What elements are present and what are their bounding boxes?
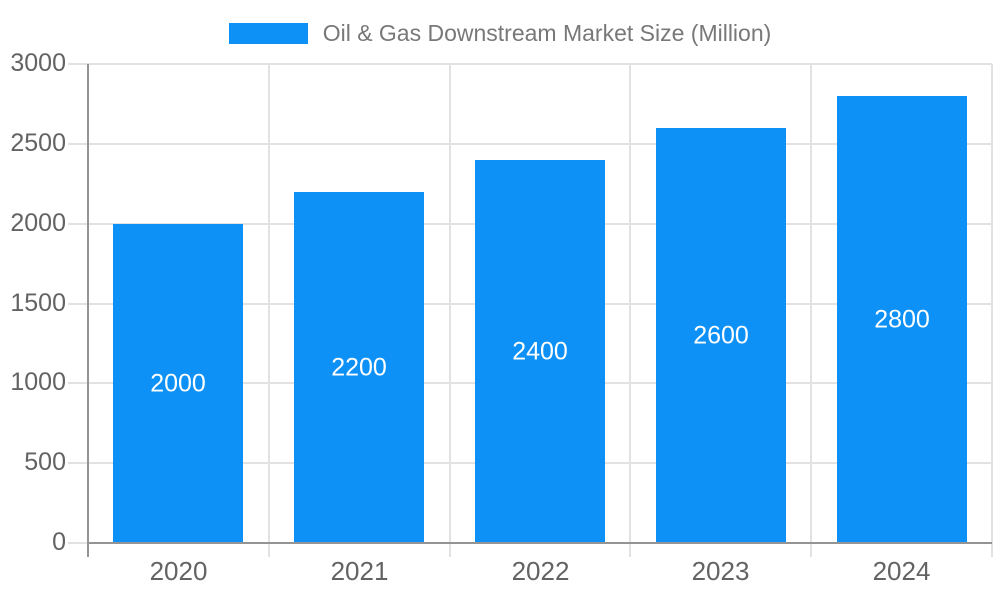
y-axis-tick-label: 2500 (10, 129, 66, 157)
bar-value-label: 2800 (874, 305, 930, 333)
y-tick-2000 (68, 223, 88, 225)
x-axis-label-2020: 2020 (149, 556, 208, 586)
chart-title: Oil & Gas Downstream Market Size (Millio… (322, 20, 772, 46)
y-tick-3000 (68, 63, 88, 65)
y-tick-1000 (68, 382, 88, 384)
y-gridline-3000 (88, 63, 992, 65)
bar-value-label: 2000 (150, 369, 206, 397)
x-axis-label-2022: 2022 (511, 556, 570, 586)
x-axis-label-2021: 2021 (330, 556, 389, 586)
y-tick-1500 (68, 303, 88, 305)
y-tick-0 (68, 542, 88, 544)
x-gridline-3 (629, 64, 631, 557)
chart-legend: Oil & Gas Downstream Market Size (Millio… (0, 20, 1000, 46)
x-axis-label-2024: 2024 (872, 556, 931, 586)
y-axis-tick-label: 500 (24, 448, 66, 476)
bar-value-label: 2200 (331, 353, 387, 381)
y-axis-tick-label: 0 (52, 528, 66, 556)
bar-2024[interactable]: 2800 (837, 96, 967, 543)
y-tick-2500 (68, 143, 88, 145)
bar-2023[interactable]: 2600 (656, 128, 786, 543)
legend-color-swatch (228, 22, 308, 44)
y-axis-tick-label: 1000 (10, 368, 66, 396)
x-axis-line (88, 542, 992, 544)
bar-value-label: 2400 (512, 337, 568, 365)
y-axis-tick-label: 1500 (10, 289, 66, 317)
plot-right-border (991, 64, 993, 557)
y-axis-line (87, 64, 89, 557)
bar-2022[interactable]: 2400 (475, 160, 605, 543)
bar-value-label: 2600 (693, 321, 749, 349)
x-gridline-1 (268, 64, 270, 557)
y-tick-500 (68, 462, 88, 464)
x-gridline-2 (449, 64, 451, 557)
y-axis-tick-label: 2000 (10, 209, 66, 237)
bar-2021[interactable]: 2200 (294, 192, 424, 543)
x-axis-label-2023: 2023 (691, 556, 750, 586)
bar-2020[interactable]: 2000 (113, 224, 243, 543)
x-gridline-4 (810, 64, 812, 557)
y-gridline-2500 (88, 143, 992, 145)
y-axis-tick-label: 3000 (10, 49, 66, 77)
